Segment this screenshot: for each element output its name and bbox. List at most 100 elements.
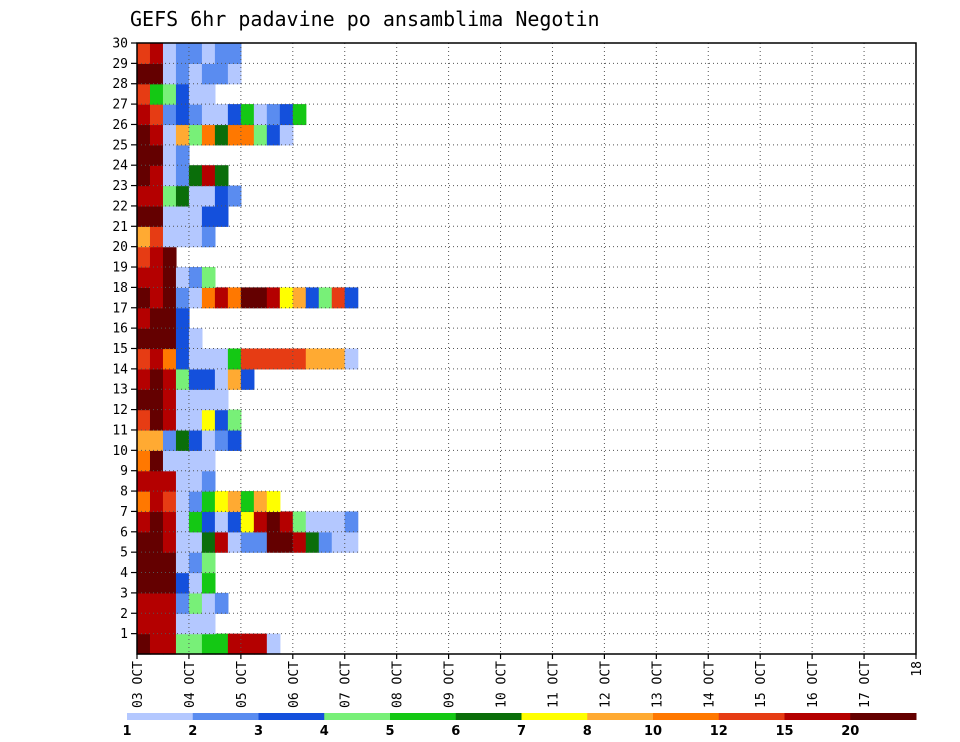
heatmap-cell — [137, 531, 151, 553]
heatmap-cell — [175, 409, 190, 431]
heatmap-cell — [214, 531, 229, 553]
heatmap-cell — [305, 287, 320, 309]
heatmap-cell — [240, 348, 255, 370]
heatmap-cell — [149, 511, 164, 533]
heatmap-cell — [175, 491, 190, 513]
heatmap-cell — [162, 552, 177, 574]
colorbar-label: 2 — [188, 724, 197, 739]
heatmap-cell — [137, 613, 151, 635]
heatmap-cell — [227, 368, 242, 390]
heatmap-cell — [214, 368, 229, 390]
heatmap-cell — [227, 63, 242, 85]
cells-layer — [137, 43, 359, 655]
heatmap-cell — [201, 368, 216, 390]
heatmap-cell — [318, 348, 333, 370]
heatmap-cell — [266, 511, 281, 533]
heatmap-cell — [137, 368, 151, 390]
heatmap-cell — [162, 205, 177, 227]
heatmap-cell — [253, 531, 268, 553]
heatmap-cell — [214, 429, 229, 451]
heatmap-cell — [137, 226, 151, 248]
x-tick-label: 18 — [910, 661, 925, 677]
heatmap-cell — [292, 511, 307, 533]
heatmap-cell — [149, 246, 164, 268]
heatmap-cell — [137, 389, 151, 411]
x-tick-label: 14 OCT — [702, 661, 717, 708]
heatmap-cell — [137, 63, 151, 85]
heatmap-cell — [149, 124, 164, 146]
y-tick-label: 26 — [112, 118, 128, 133]
y-tick-label: 23 — [112, 179, 128, 194]
heatmap-cell — [331, 531, 346, 553]
x-tick-label: 10 OCT — [495, 661, 510, 708]
heatmap-cell — [149, 572, 164, 594]
heatmap-cell — [162, 531, 177, 553]
heatmap-cell — [162, 389, 177, 411]
heatmap-cell — [188, 613, 203, 635]
heatmap-cell — [175, 144, 190, 166]
heatmap-cell — [149, 389, 164, 411]
heatmap-cell — [175, 185, 190, 207]
colorbar-segment — [718, 713, 785, 720]
y-tick-label: 4 — [120, 566, 128, 581]
colorbar-label: 10 — [644, 724, 662, 739]
heatmap-cell — [227, 185, 242, 207]
heatmap-cell — [214, 165, 229, 187]
heatmap-cell — [214, 287, 229, 309]
colorbar-label: 3 — [254, 724, 263, 739]
heatmap-cell — [162, 104, 177, 126]
heatmap-cell — [188, 552, 203, 574]
heatmap-cell — [279, 348, 294, 370]
heatmap-cell — [137, 450, 151, 472]
heatmap-cell — [175, 592, 190, 614]
heatmap-cell — [266, 633, 281, 655]
heatmap-cell — [188, 409, 203, 431]
heatmap-cell — [175, 63, 190, 85]
heatmap-cell — [175, 104, 190, 126]
y-tick-label: 1 — [120, 627, 128, 642]
heatmap-cell — [162, 613, 177, 635]
colorbar-label: 8 — [583, 724, 592, 739]
heatmap-cell — [162, 592, 177, 614]
heatmap-cell — [137, 552, 151, 574]
heatmap-cell — [162, 307, 177, 329]
heatmap-cell — [162, 144, 177, 166]
x-tick-label: 08 OCT — [391, 661, 406, 708]
x-tick-label: 05 OCT — [235, 661, 250, 708]
y-tick-label: 11 — [112, 423, 128, 438]
heatmap-cell — [201, 531, 216, 553]
heatmap-cell — [318, 287, 333, 309]
heatmap-cell — [240, 511, 255, 533]
heatmap-cell — [149, 552, 164, 574]
heatmap-cell — [175, 307, 190, 329]
heatmap-cell — [137, 470, 151, 492]
heatmap-cell — [227, 124, 242, 146]
heatmap-cell — [266, 348, 281, 370]
heatmap-cell — [162, 511, 177, 533]
colorbar-label: 7 — [517, 724, 526, 739]
heatmap-cell — [227, 348, 242, 370]
heatmap-cell — [188, 531, 203, 553]
heatmap-cell — [162, 409, 177, 431]
heatmap-cell — [137, 185, 151, 207]
heatmap-cell — [137, 409, 151, 431]
heatmap-cell — [253, 287, 268, 309]
heatmap-cell — [266, 491, 281, 513]
heatmap-cell — [201, 83, 216, 105]
heatmap-cell — [305, 348, 320, 370]
y-tick-label: 12 — [112, 403, 128, 418]
y-tick-label: 16 — [112, 322, 128, 337]
heatmap-cell — [188, 491, 203, 513]
heatmap-cell — [149, 450, 164, 472]
heatmap-cell — [175, 450, 190, 472]
heatmap-cell — [188, 63, 203, 85]
heatmap-cell — [149, 43, 164, 64]
y-tick-label: 24 — [112, 159, 128, 174]
heatmap-cell — [162, 43, 177, 64]
heatmap-cell — [305, 531, 320, 553]
heatmap-cell — [214, 348, 229, 370]
heatmap-cell — [188, 43, 203, 64]
heatmap-cell — [331, 511, 346, 533]
heatmap-cell — [162, 470, 177, 492]
heatmap-cell — [149, 144, 164, 166]
